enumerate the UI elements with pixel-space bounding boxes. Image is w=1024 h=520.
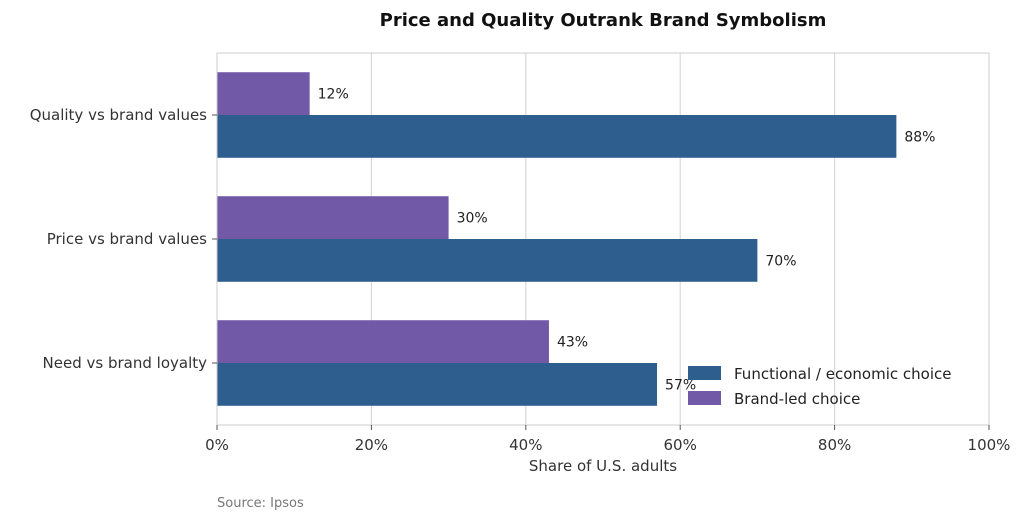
x-tick-label-40: 40% <box>509 436 542 454</box>
x-axis-label: Share of U.S. adults <box>529 457 677 475</box>
legend-swatch-0 <box>688 366 721 380</box>
x-tick-label-60: 60% <box>664 436 697 454</box>
legend-label-1: Brand-led choice <box>734 390 860 408</box>
legend-label-0: Functional / economic choice <box>734 365 951 383</box>
category-labels: Quality vs brand values Price vs brand va… <box>30 106 217 372</box>
chart-title: Price and Quality Outrank Brand Symbolis… <box>380 10 827 31</box>
x-tick-label-20: 20% <box>355 436 388 454</box>
data-labels: 12% 88% 30% 70% 43% 57% <box>318 87 936 394</box>
category-label-0: Quality vs brand values <box>30 106 207 124</box>
data-label-brand-1: 30% <box>457 211 488 227</box>
bar-brand-0 <box>217 72 310 115</box>
x-tick-labels: 0% 20% 40% 60% 80% 100% <box>205 425 1010 454</box>
bars <box>217 72 897 406</box>
legend: Functional / economic choice Brand-led ch… <box>688 365 951 408</box>
data-label-brand-0: 12% <box>318 87 349 103</box>
bar-brand-2 <box>217 320 549 363</box>
bar-functional-0 <box>217 115 897 158</box>
bar-functional-1 <box>217 239 758 282</box>
data-label-functional-2: 57% <box>665 377 696 393</box>
x-tick-label-80: 80% <box>818 436 851 454</box>
legend-swatch-1 <box>688 391 721 405</box>
category-label-2: Need vs brand loyalty <box>43 354 208 372</box>
data-label-brand-2: 43% <box>557 335 588 351</box>
bar-brand-1 <box>217 196 449 239</box>
category-label-1: Price vs brand values <box>47 230 207 248</box>
source-note: Source: Ipsos <box>217 496 304 511</box>
bar-functional-2 <box>217 363 658 406</box>
x-tick-label-0: 0% <box>205 436 229 454</box>
x-tick-label-100: 100% <box>968 436 1011 454</box>
data-label-functional-0: 88% <box>904 129 935 145</box>
data-label-functional-1: 70% <box>765 253 796 269</box>
